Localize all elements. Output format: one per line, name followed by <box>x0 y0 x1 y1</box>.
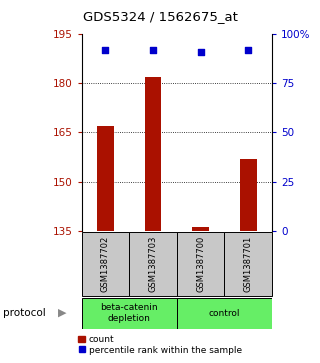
Point <box>150 47 156 53</box>
Text: GDS5324 / 1562675_at: GDS5324 / 1562675_at <box>83 10 237 23</box>
Text: protocol: protocol <box>3 308 46 318</box>
Legend: count, percentile rank within the sample: count, percentile rank within the sample <box>78 335 242 355</box>
Bar <box>177 298 272 329</box>
Bar <box>129 232 177 296</box>
Text: ▶: ▶ <box>58 308 67 318</box>
Point <box>103 47 108 53</box>
Point <box>246 47 251 53</box>
Text: GSM1387702: GSM1387702 <box>101 236 110 292</box>
Bar <box>177 232 224 296</box>
Bar <box>240 159 257 231</box>
Bar <box>82 298 177 329</box>
Bar <box>145 77 161 231</box>
Bar <box>224 232 272 296</box>
Bar <box>82 232 129 296</box>
Bar <box>97 126 114 231</box>
Text: control: control <box>209 309 240 318</box>
Text: beta-catenin
depletion: beta-catenin depletion <box>100 303 158 323</box>
Bar <box>192 227 209 231</box>
Text: GSM1387703: GSM1387703 <box>148 236 157 292</box>
Text: GSM1387700: GSM1387700 <box>196 236 205 292</box>
Point <box>198 49 203 55</box>
Text: GSM1387701: GSM1387701 <box>244 236 253 292</box>
